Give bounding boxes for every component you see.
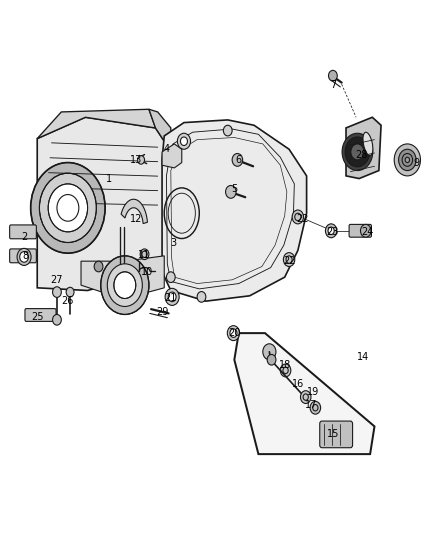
Text: 9: 9 [413,158,419,167]
Circle shape [405,157,410,163]
Text: 7: 7 [330,80,336,90]
Circle shape [226,185,236,198]
Circle shape [114,272,136,298]
Circle shape [360,224,371,237]
Text: 10: 10 [141,267,153,277]
Text: 19: 19 [307,387,319,397]
Circle shape [280,364,291,377]
Circle shape [180,137,187,146]
Text: 5: 5 [231,184,237,194]
Circle shape [66,287,74,297]
Circle shape [283,253,295,266]
Polygon shape [37,109,155,139]
Polygon shape [234,333,374,454]
Text: 21: 21 [165,294,177,303]
Circle shape [292,210,304,224]
Circle shape [227,326,240,341]
Circle shape [168,292,176,302]
Circle shape [166,272,175,282]
Text: 29: 29 [156,307,168,317]
Circle shape [140,249,149,260]
FancyBboxPatch shape [10,249,36,263]
Text: 3: 3 [170,238,176,247]
Circle shape [165,288,179,305]
FancyBboxPatch shape [10,225,36,239]
Circle shape [39,173,96,243]
Polygon shape [162,120,307,301]
Text: 15: 15 [327,430,339,439]
Text: 28: 28 [355,150,367,159]
Polygon shape [81,256,164,293]
Text: 16: 16 [292,379,304,389]
Circle shape [53,287,61,297]
Text: 14: 14 [357,352,370,362]
Circle shape [94,261,103,272]
Circle shape [300,391,311,403]
Text: 25: 25 [31,312,43,322]
Text: 13: 13 [130,155,142,165]
Circle shape [394,144,420,176]
Text: 17: 17 [305,400,317,410]
Circle shape [328,70,337,81]
Circle shape [48,184,88,232]
Text: 6: 6 [236,155,242,165]
Text: 20: 20 [228,328,240,338]
Polygon shape [162,144,182,168]
Polygon shape [121,199,148,223]
FancyBboxPatch shape [349,224,371,237]
Text: 2: 2 [21,232,27,242]
Circle shape [17,248,31,265]
Circle shape [31,163,105,253]
Text: 11: 11 [138,250,151,260]
Text: 22: 22 [283,256,295,266]
Circle shape [197,292,206,302]
Circle shape [223,125,232,136]
Text: 18: 18 [279,360,291,370]
Text: 1: 1 [106,174,113,183]
Circle shape [101,256,149,314]
Circle shape [53,314,61,325]
FancyBboxPatch shape [25,309,56,321]
Text: 27: 27 [51,275,63,285]
Circle shape [230,329,237,337]
Circle shape [325,224,337,238]
Circle shape [177,133,191,149]
Text: 23: 23 [327,227,339,237]
Text: 4: 4 [163,144,170,154]
Text: 26: 26 [62,296,74,306]
Circle shape [351,144,364,160]
Text: 12: 12 [130,214,142,223]
Circle shape [138,156,145,164]
Text: 24: 24 [362,227,374,237]
Circle shape [399,149,416,171]
Circle shape [310,401,321,414]
Text: 22: 22 [296,214,308,223]
Circle shape [20,252,28,262]
Polygon shape [346,117,381,179]
Ellipse shape [363,132,373,156]
Circle shape [107,264,142,306]
Circle shape [342,133,373,171]
Circle shape [267,354,276,365]
Circle shape [263,344,276,360]
Circle shape [232,154,243,166]
Polygon shape [37,117,164,290]
FancyBboxPatch shape [320,421,353,448]
Polygon shape [149,109,171,256]
Circle shape [345,137,370,167]
Circle shape [328,227,334,235]
Text: 8: 8 [22,251,28,261]
